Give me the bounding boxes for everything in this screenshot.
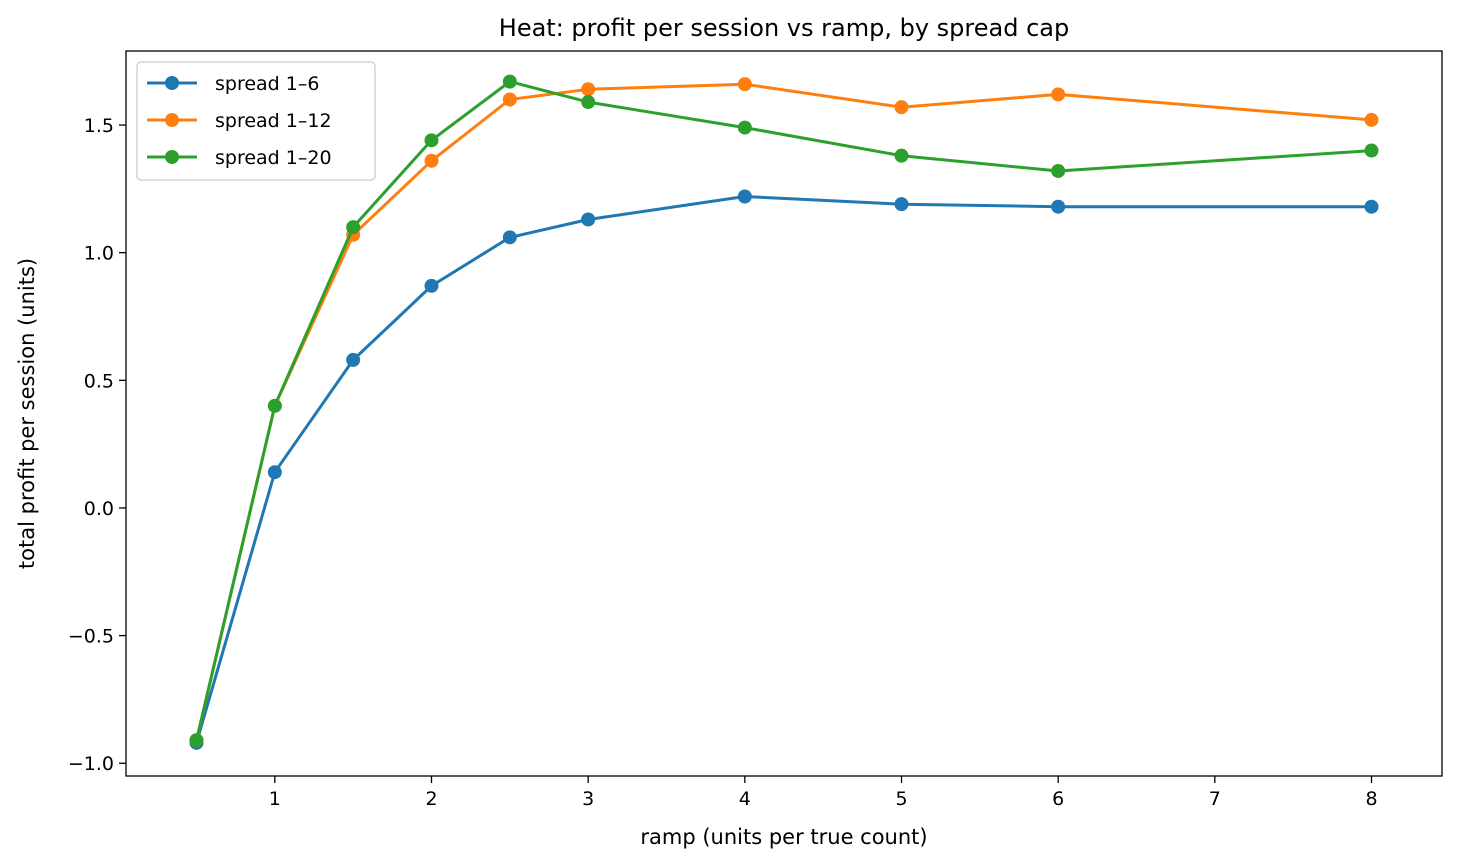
data-point (267, 465, 282, 480)
x-axis: 1 2 3 4 5 6 7 8 (269, 776, 1378, 810)
legend-item: spread 1–20 (147, 147, 332, 169)
legend-swatch-marker (165, 150, 179, 164)
x-tick-label: 5 (895, 788, 907, 810)
data-point (424, 278, 439, 293)
data-point (581, 82, 596, 97)
y-tick-label: 1.0 (84, 243, 114, 265)
series-3 (189, 74, 1379, 748)
data-point (189, 733, 204, 748)
data-point (894, 148, 909, 163)
data-point (581, 95, 596, 110)
y-tick-label: 0.5 (84, 370, 114, 392)
y-axis: −1.0 −0.5 0.0 0.5 1.0 1.5 (68, 115, 126, 775)
data-point (502, 230, 517, 245)
y-tick-label: −0.5 (68, 626, 114, 648)
legend-item: spread 1–12 (147, 110, 332, 132)
data-point (346, 220, 361, 235)
data-point (1051, 87, 1066, 102)
legend-label: spread 1–12 (215, 110, 332, 132)
x-tick-label: 7 (1209, 788, 1221, 810)
x-tick-label: 6 (1052, 788, 1064, 810)
legend-item: spread 1–6 (147, 73, 319, 95)
data-point (424, 153, 439, 168)
legend-box (136, 61, 376, 181)
legend-label: spread 1–20 (215, 147, 332, 169)
series-line (195, 80, 1372, 741)
data-point (1364, 199, 1379, 214)
data-point (894, 100, 909, 115)
series-line (195, 195, 1372, 744)
x-tick-label: 2 (425, 788, 437, 810)
chart-title: Heat: profit per session vs ramp, by spr… (499, 14, 1069, 42)
x-tick-label: 4 (739, 788, 751, 810)
legend-swatch-marker (165, 113, 179, 127)
y-axis-label: total profit per session (units) (15, 258, 39, 569)
legend: spread 1–6 spread 1–12 spread 1–20 (136, 61, 376, 181)
data-point (267, 398, 282, 413)
data-point (737, 120, 752, 135)
data-point (346, 352, 361, 367)
y-tick-label: 0.0 (84, 498, 114, 520)
data-point (737, 77, 752, 92)
data-point (1364, 112, 1379, 127)
legend-swatch-marker (165, 76, 179, 90)
data-point (502, 92, 517, 107)
data-point (424, 133, 439, 148)
x-tick-label: 1 (269, 788, 281, 810)
data-point (502, 74, 517, 89)
plot-area (189, 74, 1379, 750)
x-axis-label: ramp (units per true count) (640, 825, 927, 849)
data-point (737, 189, 752, 204)
data-point (1051, 163, 1066, 178)
data-point (1364, 143, 1379, 158)
plot-frame (125, 50, 1443, 777)
series-line (195, 82, 1372, 741)
x-tick-label: 8 (1365, 788, 1377, 810)
data-point (1051, 199, 1066, 214)
y-tick-label: 1.5 (84, 115, 114, 137)
legend-label: spread 1–6 (215, 73, 319, 95)
data-point (581, 212, 596, 227)
data-point (894, 197, 909, 212)
x-tick-label: 3 (582, 788, 594, 810)
y-tick-label: −1.0 (68, 753, 114, 775)
